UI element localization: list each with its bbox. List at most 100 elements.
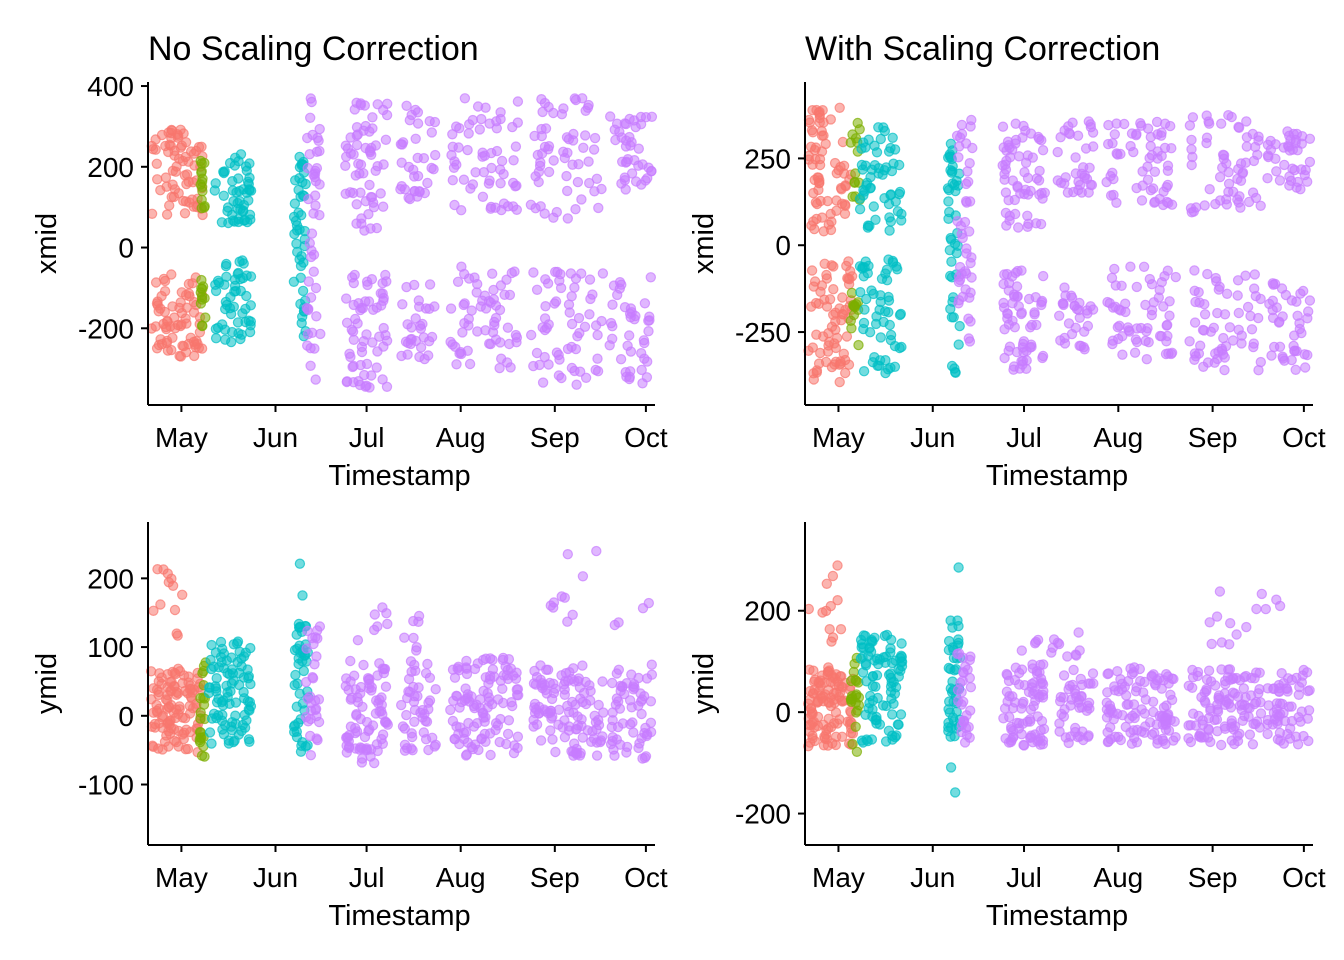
point-s3-c5-93: [582, 725, 593, 736]
point-s3-c0-36: [314, 209, 325, 221]
point-s2-c1-36: [953, 637, 964, 649]
point-s3-c10-28: [636, 348, 647, 359]
point-s3-c9-32: [620, 184, 631, 195]
point-s3-c0-25: [955, 220, 967, 232]
points-top-left: [146, 93, 658, 393]
point-s3-c4-39: [1163, 725, 1175, 736]
x-axis-label: Timestamp: [986, 460, 1128, 492]
point-s3-c10-0: [624, 330, 635, 341]
point-s3-c5-34: [476, 113, 487, 125]
point-s3-c5-109: [1246, 672, 1257, 684]
point-s3-c7-34: [1249, 141, 1261, 153]
point-s2-c0-89: [891, 730, 902, 741]
point-s3-c1-59: [999, 174, 1010, 185]
point-s3-c6-54: [1114, 320, 1125, 331]
point-s3-c5-102: [529, 707, 541, 719]
point-s3-c6-38: [628, 727, 639, 738]
point-s3-c3-21: [1067, 117, 1078, 128]
y-tick-label: 0: [775, 697, 791, 728]
point-s3-c5-103: [1243, 711, 1254, 722]
point-s3-c9-36: [1292, 176, 1304, 188]
point-s0-c0-41: [831, 195, 842, 206]
point-s3-c9-33: [1284, 180, 1295, 191]
point-s3-c6-20: [637, 753, 648, 764]
point-s3-c2-40: [364, 382, 375, 393]
point-s3-c1-36: [342, 143, 354, 154]
point-s0-c1-51: [176, 287, 187, 298]
point-s3-c9-39: [1263, 151, 1274, 163]
point-s3-c7-27: [576, 194, 587, 205]
x-tick-label: Oct: [1282, 862, 1326, 893]
point-s3-c5-14: [510, 181, 521, 192]
point-s3-c4-94: [487, 699, 498, 710]
point-s3-c8-57: [1189, 354, 1200, 365]
panel-bottom-left: May Jun Jul Aug Sep Oct 200 100 0 -100 Timestamp ym…: [31, 522, 668, 932]
point-s1-c0-17: [197, 667, 208, 679]
point-s3-c9-14: [610, 134, 621, 146]
point-s3-c5-24: [463, 128, 474, 139]
point-s0-c0-97: [166, 685, 177, 697]
point-s3-c5-44: [1154, 193, 1165, 205]
point-s3-c0-43: [303, 276, 314, 287]
point-s2-c0-16: [894, 159, 905, 171]
point-s3-c5-51: [1142, 161, 1153, 172]
point-s3-c6-58: [626, 702, 637, 713]
point-s3-c6-55: [646, 669, 658, 680]
point-s3-c2-49: [1037, 352, 1048, 364]
point-s3-c10-22: [1267, 312, 1279, 323]
point-s3-c1-60: [1025, 704, 1037, 715]
point-s2-c1-52: [863, 260, 874, 272]
point-s3-c5-56: [1101, 176, 1112, 188]
point-s0-c0-64: [817, 104, 828, 116]
y-tick-label: 0: [118, 233, 134, 264]
point-s3-c8-44: [526, 329, 537, 341]
point-s3-c7-39: [1214, 171, 1226, 183]
point-s0-c0-106: [148, 683, 159, 694]
point-s0-c0-83: [837, 696, 848, 707]
point-s3-c8-55: [1202, 268, 1213, 280]
point-s3-c0-32: [309, 343, 320, 354]
point-s3-c3-32: [1052, 146, 1063, 158]
point-s3-c3-24: [1081, 173, 1093, 185]
point-s3-c6-45: [1156, 331, 1167, 342]
x-axis-label: Timestamp: [986, 900, 1128, 932]
point-s1-c0-12: [852, 117, 863, 129]
point-s0-c1-12: [806, 265, 818, 276]
point-s3-c5-27: [1248, 718, 1259, 730]
point-s2-c0-28: [209, 185, 220, 196]
x-axis-label: Timestamp: [328, 900, 470, 932]
point-s2-c0-48: [877, 169, 888, 180]
point-s3-c0-31: [955, 132, 966, 143]
point-s3-c4-29: [1081, 305, 1093, 316]
x-tick-label: May: [812, 422, 865, 453]
point-s3-c0-25: [307, 632, 318, 644]
point-s3-c1-28: [1034, 165, 1045, 177]
point-s3-c0-14: [305, 750, 317, 761]
point-s3-c10-35: [1299, 362, 1311, 373]
point-s3-c6-58: [1165, 348, 1177, 360]
point-s2-c0-56: [857, 667, 869, 678]
point-s3-c4-108: [1162, 709, 1174, 720]
point-s3-c1-51: [345, 132, 356, 143]
point-s2-c1-33: [858, 366, 870, 377]
point-s2-c0-76: [895, 709, 907, 720]
x-tick-label: Jul: [349, 422, 385, 453]
point-s3-c8-59: [543, 359, 554, 370]
point-s0-c0-53: [150, 144, 161, 155]
point-s3-c1-50: [1015, 188, 1026, 199]
point-s0-c0-68: [179, 170, 191, 181]
point-s3-c3-43: [397, 721, 409, 732]
point-s2-c0-38: [864, 220, 875, 232]
point-s3-c8-54: [569, 282, 580, 293]
point-s3-c6-52: [1102, 296, 1113, 308]
point-s0-c0-63: [163, 127, 174, 138]
point-s3-c0-21: [307, 672, 318, 683]
point-s3-c2-5: [377, 602, 388, 613]
point-s1-c0-21: [851, 707, 862, 718]
point-s3-c4-61: [1102, 736, 1114, 748]
point-s2-c0-79: [236, 653, 247, 664]
point-s3-c0-5: [963, 313, 974, 324]
point-s2-c0-84: [204, 682, 215, 693]
point-s0-c0-104: [804, 664, 815, 675]
point-s3-c7-41: [584, 177, 595, 189]
